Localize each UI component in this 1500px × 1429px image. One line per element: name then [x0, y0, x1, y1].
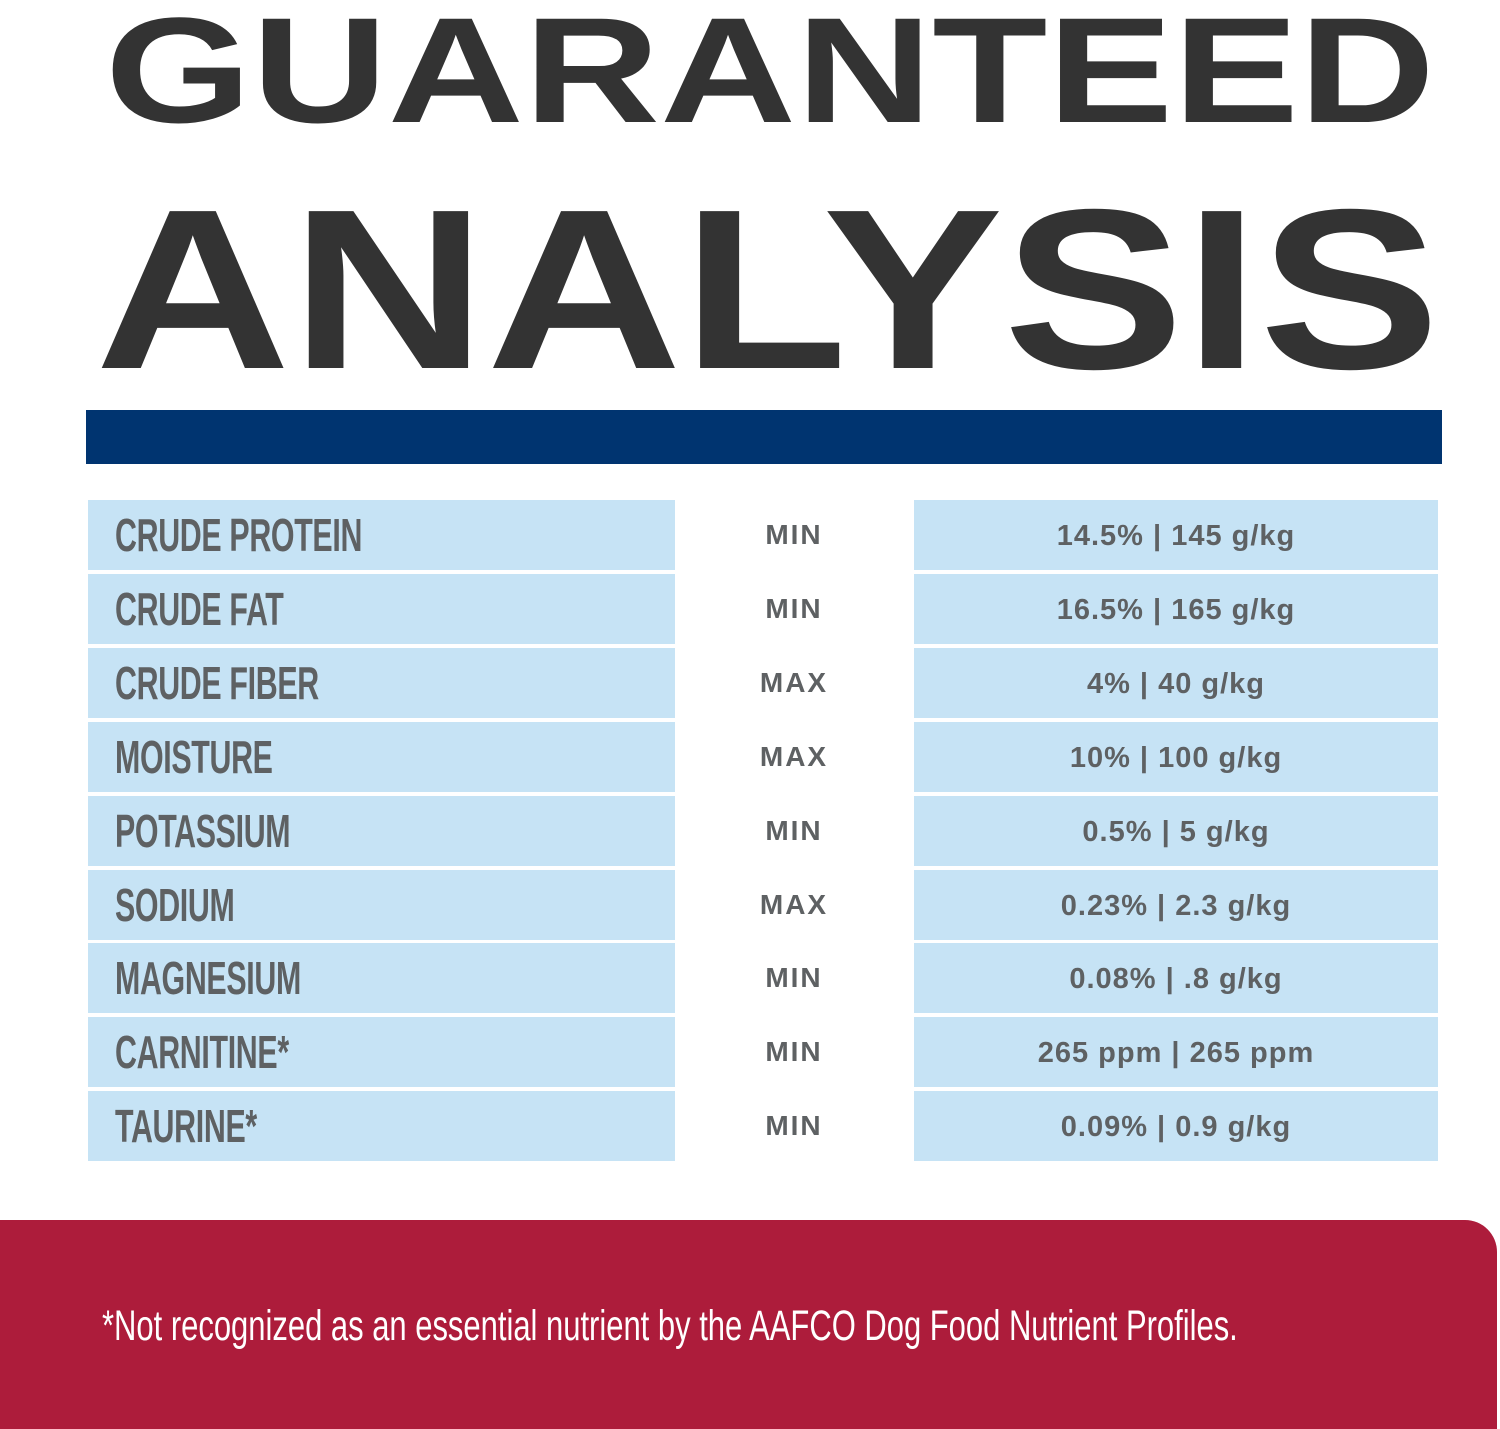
title-line-2: ANALYSIS [95, 163, 1440, 410]
nutrient-value: 10% | 100 g/kg [914, 721, 1438, 792]
table-row: CRUDE PROTEIN MIN 14.5% | 145 g/kg [0, 500, 1500, 570]
min-max-label: MIN [765, 592, 823, 624]
nutrient-cell: POTASSIUM [88, 795, 675, 866]
nutrient-cell: SODIUM [88, 869, 675, 940]
nutrient-cell: CARNITINE* [88, 1017, 675, 1088]
table-row: POTASSIUM MIN 0.5% | 5 g/kg [0, 795, 1500, 866]
nutrient-value: 0.5% | 5 g/kg [914, 795, 1438, 866]
min-max-label: MIN [765, 1110, 823, 1142]
nutrient-cell: CRUDE PROTEIN [88, 500, 675, 570]
nutrient-name: MAGNESIUM [115, 952, 301, 1005]
table-row: SODIUM MAX 0.23% | 2.3 g/kg [0, 869, 1500, 940]
nutrient-value: 0.08% | .8 g/kg [914, 943, 1438, 1014]
nutrient-value: 14.5% | 145 g/kg [914, 500, 1438, 570]
divider-bar [86, 410, 1442, 464]
nutrient-cell: CRUDE FAT [88, 573, 675, 644]
min-max-label: MAX [759, 888, 829, 920]
min-max-label: MIN [765, 1036, 823, 1068]
nutrient-name: CRUDE PROTEIN [115, 509, 363, 561]
table-row: CRUDE FIBER MAX 4% | 40 g/kg [0, 647, 1500, 718]
footnote-panel: *Not recognized as an essential nutrient… [0, 1220, 1497, 1429]
nutrient-name: CRUDE FIBER [115, 656, 319, 709]
nutrient-name: CARNITINE* [115, 1026, 289, 1079]
table-row: CARNITINE* MIN 265 ppm | 265 ppm [0, 1017, 1500, 1088]
table-row: MOISTURE MAX 10% | 100 g/kg [0, 721, 1500, 792]
nutrient-value: 4% | 40 g/kg [914, 647, 1438, 718]
min-max-label: MIN [765, 519, 823, 550]
nutrient-value: 0.09% | 0.9 g/kg [914, 1091, 1438, 1162]
title-line-1: GUARANTEED [105, 0, 1435, 154]
min-max-label: MIN [765, 814, 823, 846]
table-row: TAURINE* MIN 0.09% | 0.9 g/kg [0, 1091, 1500, 1162]
nutrient-cell: TAURINE* [88, 1091, 675, 1162]
table-row: CRUDE FAT MIN 16.5% | 165 g/kg [0, 573, 1500, 644]
min-max-label: MIN [765, 962, 823, 994]
min-max-label: MAX [759, 740, 829, 772]
table-row: MAGNESIUM MIN 0.08% | .8 g/kg [0, 943, 1500, 1014]
nutrient-value: 265 ppm | 265 ppm [914, 1017, 1438, 1088]
footnote-text: *Not recognized as an essential nutrient… [102, 1302, 1238, 1350]
nutrient-value: 0.23% | 2.3 g/kg [914, 869, 1438, 940]
title: GUARANTEED ANALYSIS [95, 0, 1440, 410]
nutrient-cell: MAGNESIUM [88, 943, 675, 1014]
min-max-label: MAX [759, 666, 829, 698]
nutrient-name: SODIUM [115, 878, 235, 931]
nutrient-name: MOISTURE [115, 730, 273, 783]
nutrient-cell: CRUDE FIBER [88, 647, 675, 718]
nutrient-value: 16.5% | 165 g/kg [914, 573, 1438, 644]
nutrient-name: CRUDE FAT [115, 582, 284, 635]
nutrient-name: POTASSIUM [115, 804, 291, 857]
nutrient-cell: MOISTURE [88, 721, 675, 792]
nutrient-name: TAURINE* [115, 1100, 257, 1153]
